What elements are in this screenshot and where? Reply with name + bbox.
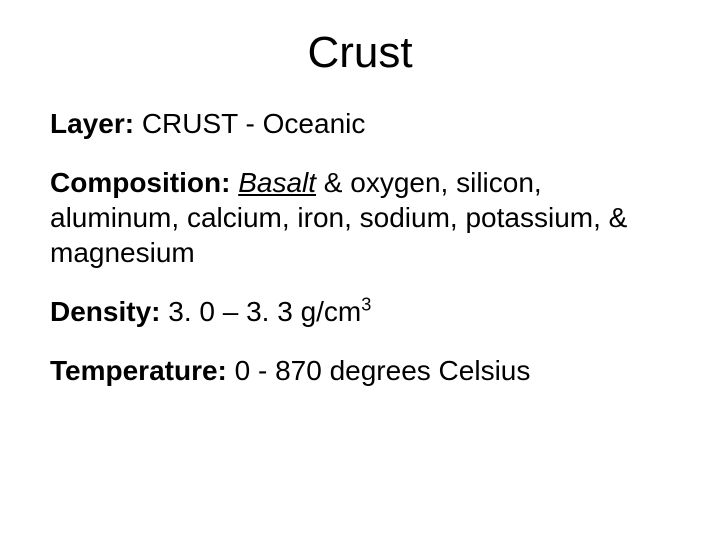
density-label: Density: [50,296,160,327]
temperature-row: Temperature: 0 - 870 degrees Celsius [50,353,670,388]
density-row: Density: 3. 0 – 3. 3 g/cm3 [50,294,670,329]
slide: Crust Layer: CRUST - Oceanic Composition… [0,0,720,540]
density-value-prefix: 3. 0 – 3. 3 g/cm [168,296,361,327]
density-value: 3. 0 – 3. 3 g/cm3 [168,296,371,327]
density-value-exponent: 3 [361,295,371,315]
temperature-label: Temperature: [50,355,227,386]
layer-row: Layer: CRUST - Oceanic [50,106,670,141]
layer-value: CRUST - Oceanic [142,108,366,139]
composition-row: Composition: Basalt & oxygen, silicon, a… [50,165,670,270]
temperature-value: 0 - 870 degrees Celsius [235,355,531,386]
page-title: Crust [50,28,670,78]
composition-label: Composition: [50,167,230,198]
layer-label: Layer: [50,108,134,139]
composition-emphasis: Basalt [238,167,316,198]
